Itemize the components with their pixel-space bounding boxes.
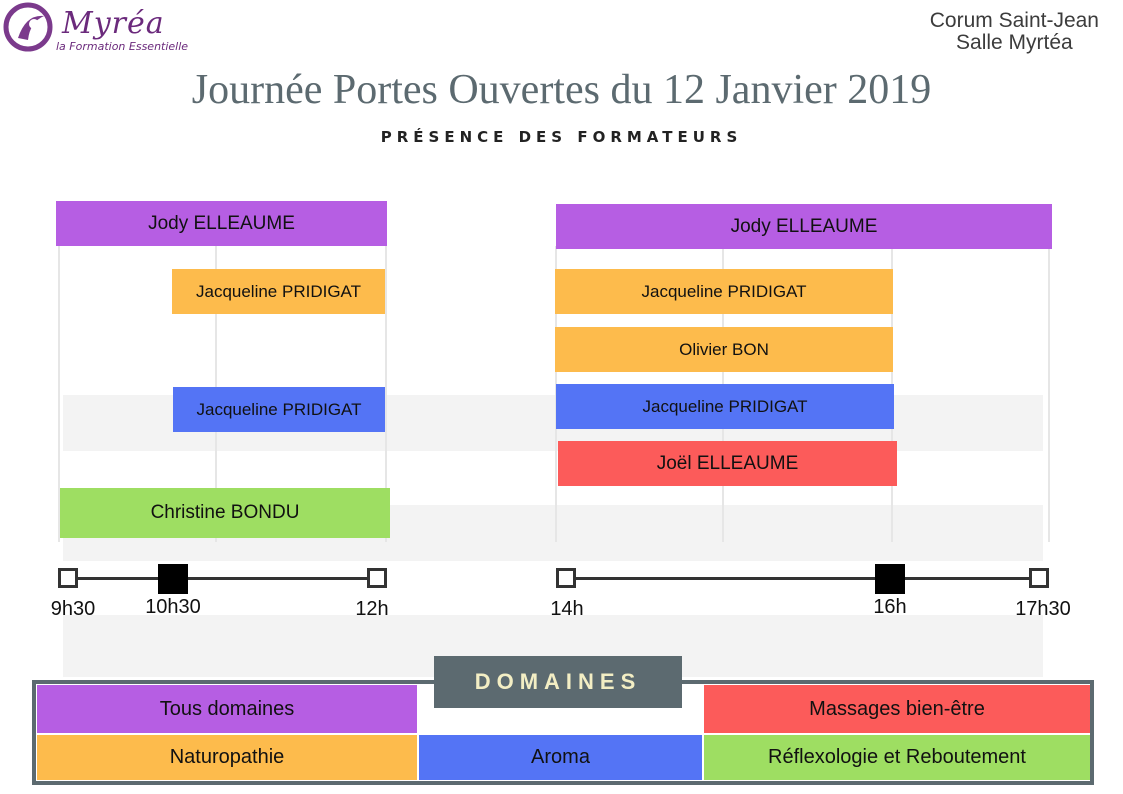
- legend-item-all: Tous domaines: [37, 685, 417, 733]
- schedule-bar-morning-jacqueline-naturo: Jacqueline PRIDIGAT: [172, 269, 385, 314]
- grid-line: [385, 246, 387, 542]
- timeline-node: [1029, 568, 1049, 588]
- legend-item-naturo: Naturopathie: [37, 735, 417, 780]
- page-title: Journée Portes Ouvertes du 12 Janvier 20…: [191, 67, 932, 113]
- logo-emblem-icon: [3, 2, 53, 52]
- schedule-bar-afternoon-olivier: Olivier BON: [555, 327, 893, 372]
- schedule-bar-afternoon-jody: Jody ELLEAUME: [556, 204, 1052, 249]
- logo-tagline: la Formation Essentielle: [56, 40, 189, 53]
- timeline-label: 17h30: [1015, 598, 1071, 620]
- page-subtitle: PRÉSENCE DES FORMATEURS: [380, 128, 743, 146]
- timeline-afternoon-axis: [566, 577, 1040, 580]
- legend-item-reflexo: Réflexologie et Reboutement: [704, 735, 1090, 780]
- timeline-label: 9h30: [50, 598, 96, 620]
- venue-block: Corum Saint-Jean Salle Myrtéa: [930, 10, 1099, 54]
- timeline-node-highlight: [875, 564, 905, 594]
- schedule-bar-morning-jacqueline-aroma: Jacqueline PRIDIGAT: [173, 387, 385, 432]
- legend-item-aroma: Aroma: [419, 735, 702, 780]
- schedule-bar-morning-christine: Christine BONDU: [60, 488, 390, 538]
- timeline-label: 10h30: [145, 596, 201, 618]
- legend-item-massage: Massages bien-être: [704, 685, 1090, 733]
- legend-title: DOMAINES: [434, 656, 682, 708]
- schedule-bar-afternoon-jacqueline-aroma: Jacqueline PRIDIGAT: [556, 384, 894, 429]
- grid-line: [58, 246, 60, 542]
- timeline-node: [58, 568, 78, 588]
- venue-line-1: Corum Saint-Jean: [929, 9, 1099, 32]
- timeline-label: 12h: [355, 598, 389, 620]
- timeline-node-highlight: [158, 564, 188, 594]
- logo-wordmark: Myréa: [62, 6, 165, 41]
- timeline-morning-axis: [68, 577, 378, 580]
- schedule-bar-morning-jody: Jody ELLEAUME: [56, 201, 387, 246]
- timeline-node: [556, 568, 576, 588]
- schedule-bar-afternoon-joel: Joël ELLEAUME: [558, 441, 897, 486]
- logo: Myréa la Formation Essentielle: [0, 0, 190, 58]
- timeline-label: 16h: [873, 596, 907, 618]
- timeline-label: 14h: [550, 598, 584, 620]
- schedule-bar-afternoon-jacqueline-naturo: Jacqueline PRIDIGAT: [555, 269, 893, 314]
- timeline-node: [367, 568, 387, 588]
- venue-line-2: Salle Myrtéa: [956, 31, 1073, 54]
- grid-line: [1048, 246, 1050, 542]
